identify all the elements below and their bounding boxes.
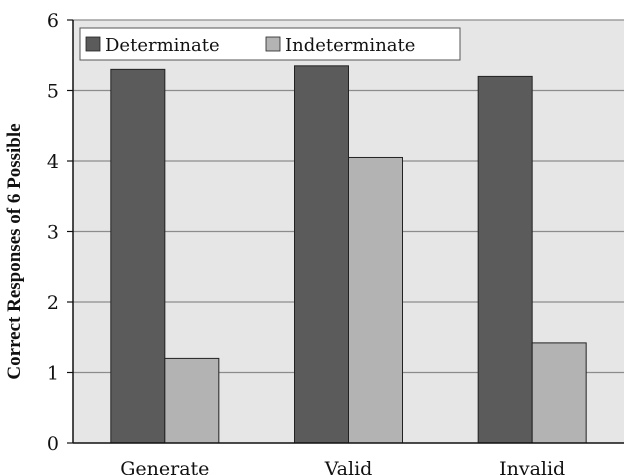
y-tick-label: 1: [47, 363, 59, 385]
legend-label-indeterminate: Indeterminate: [285, 35, 415, 56]
x-category-label: Invalid: [499, 458, 565, 475]
y-tick-label: 4: [47, 151, 59, 173]
legend-swatch-indeterminate: [265, 36, 281, 52]
y-tick-label: 3: [47, 222, 59, 244]
bar-indeterminate-valid: [348, 156, 403, 444]
y-tick-label: 0: [47, 433, 59, 455]
bar-determinate-invalid: [477, 75, 533, 444]
y-axis-title: Correct Responses of 6 Possible: [4, 123, 25, 379]
y-tick-label: 6: [47, 10, 59, 32]
bar-indeterminate-generate: [164, 357, 220, 444]
x-category-labels: Generate Valid Invalid: [120, 458, 565, 475]
y-tick-label: 5: [47, 81, 59, 103]
bar-indeterminate-invalid: [531, 342, 587, 444]
legend-label-determinate: Determinate: [105, 35, 220, 56]
bar-determinate-generate: [110, 68, 166, 444]
bar-determinate-valid: [294, 65, 349, 444]
y-tick-label: 2: [47, 292, 59, 314]
y-tick-labels: 0 1 2 3 4 5 6: [47, 10, 73, 455]
bars: [110, 65, 587, 444]
x-category-label: Valid: [324, 458, 373, 475]
legend: Determinate Indeterminate: [79, 27, 461, 61]
legend-swatch-determinate: [85, 36, 101, 52]
x-category-label: Generate: [120, 458, 209, 475]
